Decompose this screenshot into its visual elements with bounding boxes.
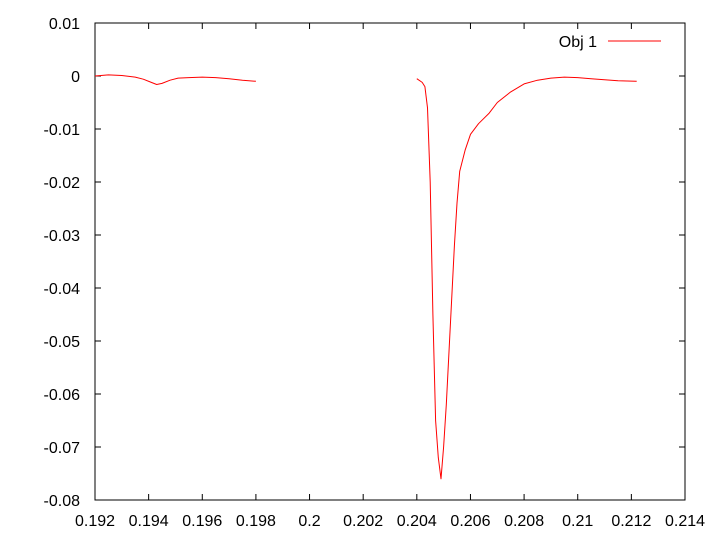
plot-area-frame — [94, 22, 686, 501]
x-tick-label: 0.206 — [450, 513, 490, 530]
x-tick-label: 0.212 — [611, 513, 651, 530]
x-tick-label: 0.2 — [298, 513, 320, 530]
y-tick-labels: 0.01 0 -0.01 -0.02 -0.03 -0.04 -0.05 -0.06 -0.07… — [44, 16, 81, 510]
y-tick-label: -0.04 — [44, 281, 81, 298]
y-tick-label: 0 — [71, 69, 80, 86]
y-tick-label: -0.06 — [44, 387, 81, 404]
series-line-segment — [94, 74, 256, 85]
y-tick-label: 0.01 — [49, 16, 80, 33]
y-tick-label: -0.01 — [44, 122, 81, 139]
x-tick-labels: 0.192 0.194 0.196 0.198 0.2 0.202 0.204 0.206 0.… — [75, 513, 705, 530]
x-tick-label: 0.21 — [562, 513, 593, 530]
x-tick-label: 0.196 — [182, 513, 222, 530]
x-tick-label: 0.198 — [236, 513, 276, 530]
x-tick-label: 0.202 — [343, 513, 383, 530]
y-tick-label: -0.02 — [44, 175, 81, 192]
series-group — [94, 74, 637, 480]
x-tick-label: 0.192 — [75, 513, 115, 530]
x-tick-label: 0.214 — [665, 513, 705, 530]
y-tick-label: -0.05 — [44, 334, 81, 351]
axis-ticks — [94, 22, 686, 501]
y-tick-label: -0.08 — [44, 493, 81, 510]
series-line-segment — [416, 76, 637, 480]
x-tick-label: 0.208 — [504, 513, 544, 530]
x-tick-label: 0.204 — [397, 513, 437, 530]
legend-label: Obj 1 — [559, 34, 597, 51]
legend: Obj 1 — [559, 34, 661, 51]
y-tick-label: -0.03 — [44, 228, 81, 245]
x-tick-label: 0.194 — [129, 513, 169, 530]
y-tick-label: -0.07 — [44, 440, 81, 457]
